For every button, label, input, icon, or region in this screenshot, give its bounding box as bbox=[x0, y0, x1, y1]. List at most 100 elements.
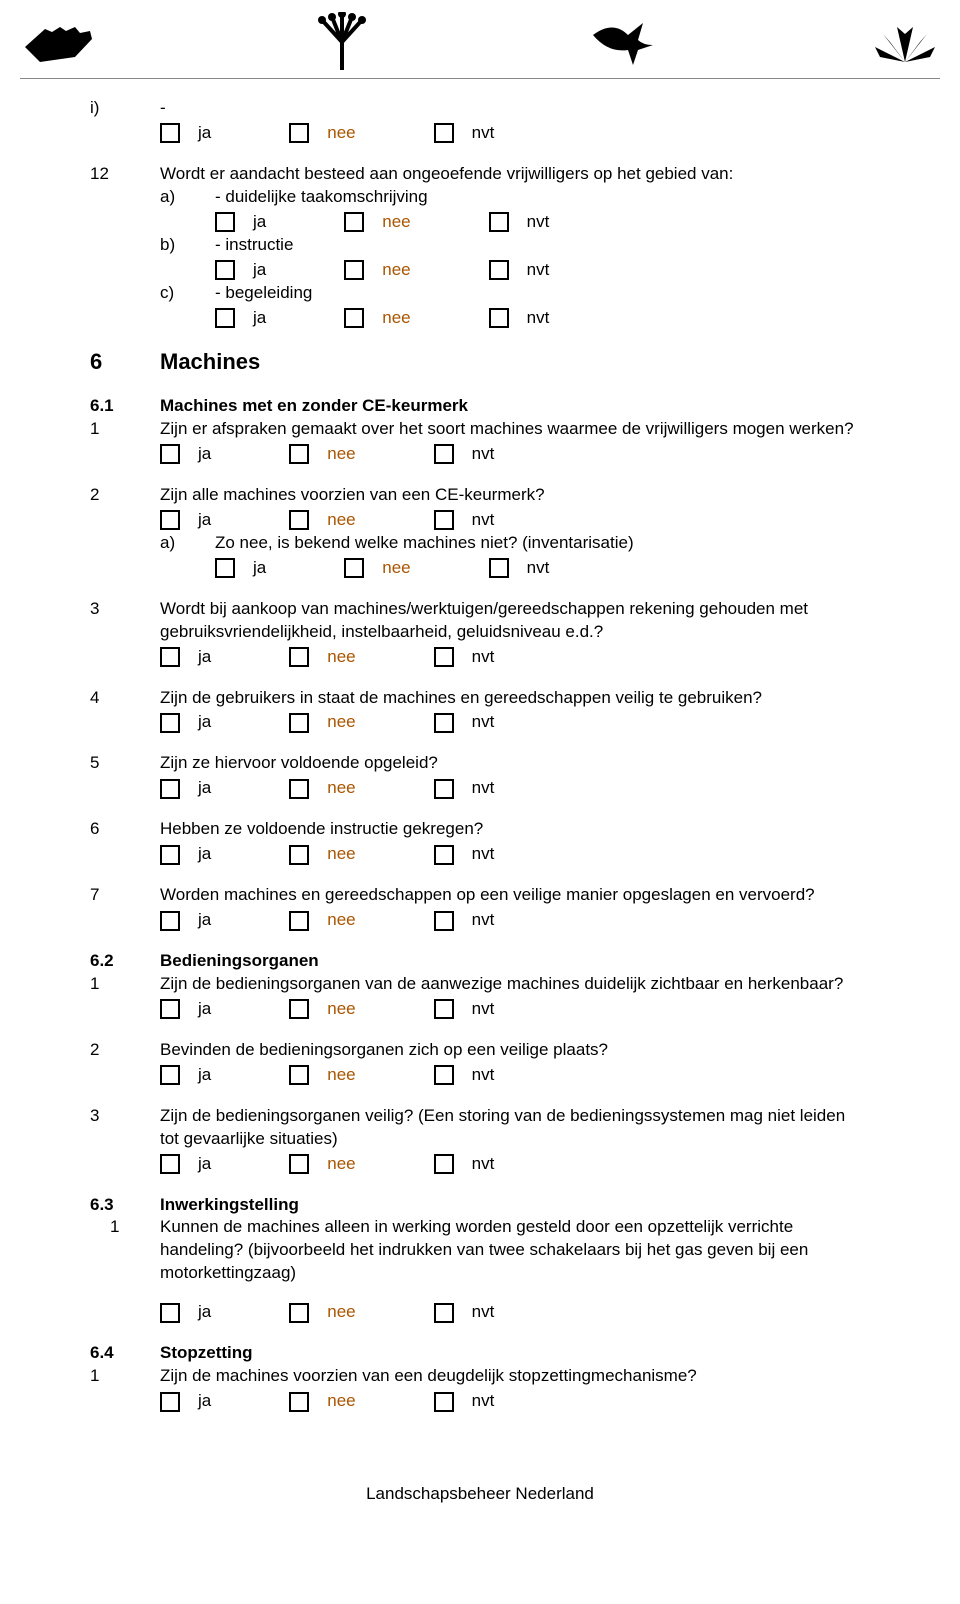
checkbox-nee[interactable] bbox=[289, 845, 309, 865]
checkbox-ja[interactable] bbox=[160, 1154, 180, 1174]
checkbox-nvt[interactable] bbox=[434, 1392, 454, 1412]
question-6-1-1: 1 Zijn er afspraken gemaakt over het soo… bbox=[90, 418, 870, 466]
question-letter: i) bbox=[90, 97, 160, 120]
question-text: Wordt er aandacht besteed aan ongeoefend… bbox=[160, 163, 870, 186]
checkbox-ja[interactable] bbox=[160, 999, 180, 1019]
subsection-number: 6.3 bbox=[90, 1194, 160, 1217]
checkbox-nee[interactable] bbox=[289, 444, 309, 464]
sub-text: - instructie bbox=[215, 234, 303, 257]
label-nee: nee bbox=[382, 211, 410, 234]
question-6-1-4: 4 Zijn de gebruikers in staat de machine… bbox=[90, 687, 870, 735]
sub-letter: a) bbox=[160, 532, 215, 555]
checkbox-ja[interactable] bbox=[160, 713, 180, 733]
checkbox-nvt[interactable] bbox=[489, 558, 509, 578]
label-nvt: nvt bbox=[472, 843, 495, 866]
checkbox-nee[interactable] bbox=[289, 999, 309, 1019]
label-nvt: nvt bbox=[472, 646, 495, 669]
checkbox-nvt[interactable] bbox=[434, 510, 454, 530]
question-12: 12 Wordt er aandacht besteed aan ongeoef… bbox=[90, 163, 870, 330]
checkbox-nee[interactable] bbox=[344, 558, 364, 578]
checkbox-ja[interactable] bbox=[215, 308, 235, 328]
checkbox-nvt[interactable] bbox=[434, 845, 454, 865]
checkbox-row: ja nee nvt bbox=[160, 1153, 870, 1176]
checkbox-row: ja nee nvt bbox=[160, 909, 870, 932]
checkbox-ja[interactable] bbox=[215, 558, 235, 578]
checkbox-nee[interactable] bbox=[344, 308, 364, 328]
checkbox-nee[interactable] bbox=[289, 123, 309, 143]
checkbox-nee[interactable] bbox=[344, 260, 364, 280]
checkbox-nee[interactable] bbox=[289, 1065, 309, 1085]
label-ja: ja bbox=[198, 1153, 211, 1176]
checkbox-nvt[interactable] bbox=[434, 713, 454, 733]
checkbox-nvt[interactable] bbox=[434, 1303, 454, 1323]
checkbox-nvt[interactable] bbox=[489, 308, 509, 328]
checkbox-ja[interactable] bbox=[160, 845, 180, 865]
checkbox-ja[interactable] bbox=[215, 260, 235, 280]
subsection-title: Inwerkingstelling bbox=[160, 1194, 870, 1217]
question-text: Kunnen de machines alleen in werking wor… bbox=[160, 1216, 870, 1285]
question-number: 3 bbox=[90, 598, 160, 621]
label-nee: nee bbox=[382, 259, 410, 282]
label-nvt: nvt bbox=[472, 443, 495, 466]
checkbox-ja[interactable] bbox=[160, 444, 180, 464]
label-ja: ja bbox=[198, 1301, 211, 1324]
checkbox-ja[interactable] bbox=[160, 1065, 180, 1085]
checkbox-nvt[interactable] bbox=[434, 444, 454, 464]
subquestion-c: c) - begeleiding bbox=[160, 282, 870, 305]
label-nvt: nvt bbox=[472, 1301, 495, 1324]
question-text: Zijn de bedieningsorganen van de aanwezi… bbox=[160, 973, 870, 996]
checkbox-ja[interactable] bbox=[160, 123, 180, 143]
subsection-title: Machines met en zonder CE-keurmerk bbox=[160, 395, 870, 418]
checkbox-nee[interactable] bbox=[289, 1154, 309, 1174]
checkbox-nee[interactable] bbox=[289, 779, 309, 799]
checkbox-nvt[interactable] bbox=[434, 779, 454, 799]
checkbox-nvt[interactable] bbox=[434, 911, 454, 931]
label-nvt: nvt bbox=[472, 1064, 495, 1087]
header-divider bbox=[20, 78, 940, 79]
checkbox-nee[interactable] bbox=[344, 212, 364, 232]
checkbox-ja[interactable] bbox=[160, 911, 180, 931]
checkbox-nvt[interactable] bbox=[434, 123, 454, 143]
question-6-3-1: 1 Kunnen de machines alleen in werking w… bbox=[90, 1216, 870, 1324]
checkbox-ja[interactable] bbox=[160, 1303, 180, 1323]
question-i: i) - ja nee nvt bbox=[90, 97, 870, 145]
subquestion-b: b) - instructie bbox=[160, 234, 870, 257]
checkbox-nvt[interactable] bbox=[434, 999, 454, 1019]
sub-letter: b) bbox=[160, 234, 215, 257]
question-text: Worden machines en gereedschappen op een… bbox=[160, 884, 870, 907]
label-nee: nee bbox=[327, 711, 355, 734]
checkbox-nvt[interactable] bbox=[434, 647, 454, 667]
checkbox-ja[interactable] bbox=[215, 212, 235, 232]
sub-letter: c) bbox=[160, 282, 215, 305]
question-number: 7 bbox=[90, 884, 160, 907]
checkbox-nee[interactable] bbox=[289, 1392, 309, 1412]
label-nee: nee bbox=[327, 777, 355, 800]
question-6-1-7: 7 Worden machines en gereedschappen op e… bbox=[90, 884, 870, 932]
question-number: 1 bbox=[90, 1216, 160, 1239]
checkbox-ja[interactable] bbox=[160, 779, 180, 799]
checkbox-nee[interactable] bbox=[289, 1303, 309, 1323]
checkbox-nvt[interactable] bbox=[489, 212, 509, 232]
label-nee: nee bbox=[327, 1301, 355, 1324]
checkbox-nee[interactable] bbox=[289, 911, 309, 931]
footer-text: Landschapsbeheer Nederland bbox=[90, 1483, 870, 1506]
page: i) - ja nee nvt 12 Wordt er aandacht bes… bbox=[0, 0, 960, 1546]
checkbox-ja[interactable] bbox=[160, 647, 180, 667]
checkbox-nee[interactable] bbox=[289, 510, 309, 530]
question-number: 6 bbox=[90, 818, 160, 841]
checkbox-nvt[interactable] bbox=[434, 1065, 454, 1085]
question-text: Zijn alle machines voorzien van een CE-k… bbox=[160, 484, 870, 507]
checkbox-nee[interactable] bbox=[289, 647, 309, 667]
subsection-title: Stopzetting bbox=[160, 1342, 870, 1365]
label-ja: ja bbox=[253, 211, 266, 234]
checkbox-ja[interactable] bbox=[160, 510, 180, 530]
label-ja: ja bbox=[253, 259, 266, 282]
checkbox-row: ja nee nvt bbox=[160, 711, 870, 734]
checkbox-nee[interactable] bbox=[289, 713, 309, 733]
checkbox-nvt[interactable] bbox=[434, 1154, 454, 1174]
checkbox-ja[interactable] bbox=[160, 1392, 180, 1412]
label-nvt: nvt bbox=[472, 509, 495, 532]
checkbox-row: ja nee nvt bbox=[160, 509, 870, 532]
checkbox-nvt[interactable] bbox=[489, 260, 509, 280]
question-6-4-1: 1 Zijn de machines voorzien van een deug… bbox=[90, 1365, 870, 1413]
